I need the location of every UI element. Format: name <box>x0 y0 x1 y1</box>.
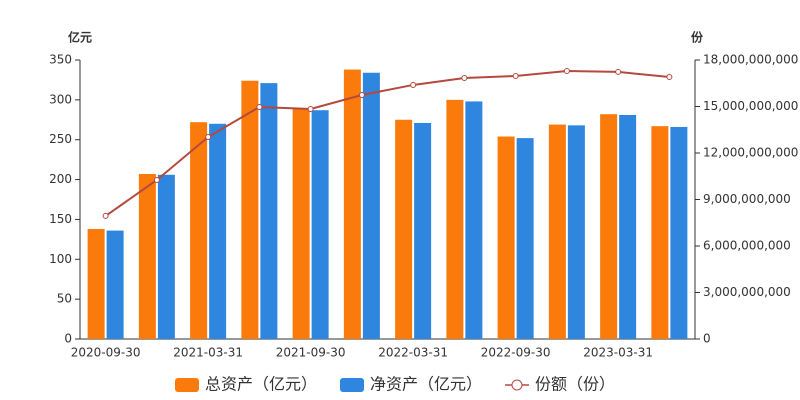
bar <box>87 228 105 339</box>
legend-swatch <box>175 378 199 392</box>
y2-tick-label: 12,000,000,000 <box>703 146 798 160</box>
legend-swatch <box>511 379 523 391</box>
y-tick-label: 250 <box>49 132 72 146</box>
bar <box>446 99 464 339</box>
y-tick-label: 200 <box>49 172 72 186</box>
line-point <box>307 105 314 112</box>
y-tick-label: 50 <box>57 292 72 306</box>
x-tick-label: 2021-03-31 <box>173 346 243 360</box>
y2-tick-label: 9,000,000,000 <box>703 192 791 206</box>
bar <box>106 230 124 339</box>
y2-tick-label: 0 <box>703 332 711 346</box>
x-tick-label: 2023-03-31 <box>583 346 653 360</box>
y2-tick-label: 15,000,000,000 <box>703 99 798 113</box>
bar <box>651 126 669 339</box>
y2-axis-title: 份 <box>691 30 704 45</box>
line-point <box>410 81 417 88</box>
x-tick-label: 2022-03-31 <box>378 346 448 360</box>
line <box>105 70 670 217</box>
bar <box>600 114 618 339</box>
bar <box>157 174 175 339</box>
y2-tick-label: 18,000,000,000 <box>703 53 798 67</box>
line-point <box>256 103 263 110</box>
bar <box>311 110 329 339</box>
bar <box>362 72 380 340</box>
y-tick-label: 150 <box>49 212 72 226</box>
bar <box>670 126 688 340</box>
bar <box>241 80 259 340</box>
y-tick-label: 0 <box>64 332 72 346</box>
line-point <box>615 68 622 75</box>
line-point <box>666 74 673 81</box>
line-point <box>461 74 468 81</box>
y-tick-label: 350 <box>49 53 72 67</box>
line-point <box>512 72 519 79</box>
y-tick-label: 100 <box>49 252 72 266</box>
bar <box>395 119 413 340</box>
bar <box>465 101 483 339</box>
legend-swatch <box>340 378 364 392</box>
bar <box>292 108 310 339</box>
line-point <box>153 176 160 183</box>
bar <box>567 125 585 339</box>
line-point <box>205 134 212 141</box>
line-point <box>563 68 570 75</box>
line-point <box>358 92 365 99</box>
y-tick-label: 300 <box>49 92 72 106</box>
x-tick-label: 2022-09-30 <box>481 346 551 360</box>
bar <box>190 122 208 339</box>
y2-tick-label: 3,000,000,000 <box>703 285 791 299</box>
y-axis-title: 亿元 <box>68 30 92 45</box>
bar <box>138 173 156 339</box>
line-point <box>102 212 109 219</box>
y2-tick-label: 6,000,000,000 <box>703 239 791 253</box>
bar <box>516 138 534 339</box>
x-tick-label: 2021-09-30 <box>276 346 346 360</box>
bar <box>497 136 515 339</box>
legend-label: 总资产（亿元） <box>205 375 317 394</box>
x-tick-label: 2020-09-30 <box>71 346 141 360</box>
bar <box>548 124 566 339</box>
legend-label: 份额（份） <box>535 375 615 394</box>
bar <box>619 115 637 339</box>
legend-label: 净资产（亿元） <box>370 375 482 394</box>
bar <box>260 83 278 339</box>
bar <box>343 69 361 340</box>
bar <box>209 123 227 340</box>
bar <box>414 122 432 339</box>
